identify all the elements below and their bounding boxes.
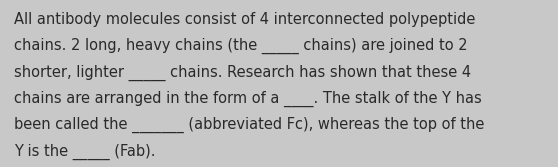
Text: shorter, lighter _____ chains. Research has shown that these 4: shorter, lighter _____ chains. Research …: [14, 64, 471, 81]
Text: chains. 2 long, heavy chains (the _____ chains) are joined to 2: chains. 2 long, heavy chains (the _____ …: [14, 38, 468, 54]
Text: chains are arranged in the form of a ____. The stalk of the Y has: chains are arranged in the form of a ___…: [14, 91, 482, 107]
Text: Y is the _____ (Fab).: Y is the _____ (Fab).: [14, 144, 156, 160]
Text: All antibody molecules consist of 4 interconnected polypeptide: All antibody molecules consist of 4 inte…: [14, 12, 475, 27]
Text: been called the _______ (abbreviated Fc), whereas the top of the: been called the _______ (abbreviated Fc)…: [14, 117, 484, 133]
